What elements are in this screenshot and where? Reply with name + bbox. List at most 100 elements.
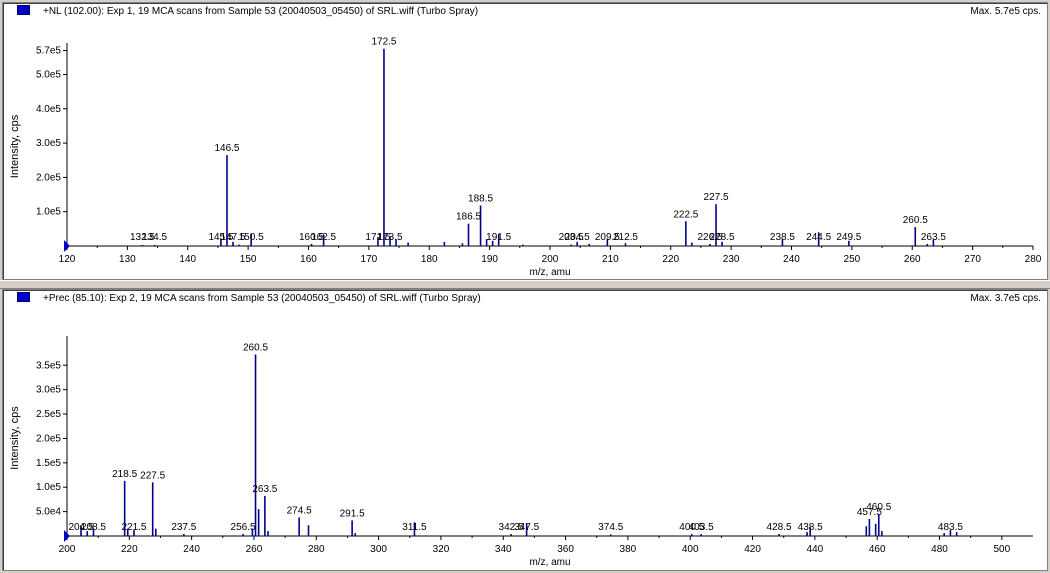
y-tick-label: 1.0e5 [36, 207, 61, 218]
peak-label: 238.5 [770, 232, 795, 243]
x-tick-label: 300 [370, 544, 387, 555]
x-tick-label: 280 [1025, 254, 1042, 265]
x-tick-label: 360 [557, 544, 574, 555]
peak-label: 132.5 [130, 232, 155, 243]
peak-label: 171.5 [365, 232, 390, 243]
max-intensity-label: Max. 3.7e5 cps. [970, 293, 1041, 304]
y-tick-label: 3.0e5 [36, 385, 61, 396]
max-intensity-label: Max. 5.7e5 cps. [970, 6, 1041, 17]
x-tick-label: 210 [602, 254, 619, 265]
x-tick-label: 180 [421, 254, 438, 265]
spectrum-panel-nl: +NL (102.00): Exp 1, 19 MCA scans from S… [2, 2, 1048, 280]
y-tick-label: 1.0e5 [36, 482, 61, 493]
peak-label: 134.5 [142, 232, 167, 243]
y-tick-label: 5.0e4 [36, 507, 61, 518]
y-tick-label: 5.0e5 [36, 69, 61, 80]
peak-label: 191.5 [486, 232, 511, 243]
peak-label: 228.5 [710, 232, 735, 243]
x-tick-label: 160 [300, 254, 317, 265]
x-tick-label: 190 [481, 254, 498, 265]
peak-label: 204.5 [565, 232, 590, 243]
pane-splitter[interactable] [0, 280, 1050, 289]
x-tick-label: 460 [869, 544, 886, 555]
x-tick-label: 270 [964, 254, 981, 265]
x-tick-label: 220 [662, 254, 679, 265]
x-tick-label: 260 [246, 544, 263, 555]
peak-label: 227.5 [140, 470, 165, 481]
x-tick-label: 200 [59, 544, 76, 555]
y-tick-label: 2.0e5 [36, 433, 61, 444]
x-tick-label: 250 [844, 254, 861, 265]
x-tick-label: 500 [993, 544, 1010, 555]
peak-label: 260.5 [903, 215, 928, 226]
peak-label: 226.5 [697, 232, 722, 243]
y-tick-label: 3.0e5 [36, 138, 61, 149]
peak-label: 227.5 [704, 192, 729, 203]
y-tick-label: 3.5e5 [36, 360, 61, 371]
y-tick-label: 2.5e5 [36, 409, 61, 420]
peak-label: 263.5 [252, 484, 277, 495]
peak-label: 212.5 [613, 232, 638, 243]
y-tick-label: 2.0e5 [36, 172, 61, 183]
spectrum-plot-prec[interactable]: 200 220 240 260 280 300 320 340 360 380 400 420 440 4… [3, 290, 1047, 570]
panel-header: +NL (102.00): Exp 1, 19 MCA scans from S… [3, 3, 1047, 21]
peak-label: 146.5 [214, 143, 239, 154]
x-tick-label: 440 [807, 544, 824, 555]
peak-label: 260.5 [243, 343, 268, 354]
peak-label: 249.5 [836, 232, 861, 243]
peak-label: 291.5 [340, 508, 365, 519]
y-tick-label: 4.0e5 [36, 104, 61, 115]
x-tick-label: 400 [682, 544, 699, 555]
peak-label: 145.5 [208, 232, 233, 243]
peak-label: 460.5 [866, 502, 891, 513]
peak-label: 342.5 [499, 522, 524, 533]
peak-label: 374.5 [598, 522, 623, 533]
x-tick-label: 230 [723, 254, 740, 265]
spectrum-panel-prec: +Prec (85.10): Exp 2, 19 MCA scans from … [2, 289, 1048, 571]
peak-label: 172.5 [371, 37, 396, 48]
peak-label: 438.5 [798, 522, 823, 533]
x-tick-label: 280 [308, 544, 325, 555]
x-axis-title: m/z, amu [529, 557, 570, 568]
peak-label: 162.5 [311, 232, 336, 243]
series-marker-icon[interactable] [17, 5, 30, 15]
peak-label: 347.5 [514, 522, 539, 533]
panel-header: +Prec (85.10): Exp 2, 19 MCA scans from … [3, 290, 1047, 308]
y-axis-title: Intensity, cps [9, 114, 21, 178]
panel-title: +NL (102.00): Exp 1, 19 MCA scans from S… [43, 6, 479, 17]
x-tick-label: 240 [783, 254, 800, 265]
peak-label: 222.5 [673, 209, 698, 220]
y-axis-title: Intensity, cps [9, 406, 21, 470]
spectrum-plot-nl[interactable]: 120 130 140 150 160 170 180 190 200 210 220 230 240 2… [3, 3, 1047, 279]
peak-label: 150.5 [239, 232, 264, 243]
x-tick-label: 240 [183, 544, 200, 555]
peak-label: 209.5 [595, 232, 620, 243]
peak-label: 186.5 [456, 212, 481, 223]
x-tick-label: 150 [240, 254, 257, 265]
peak-label: 237.5 [171, 522, 196, 533]
peak-label: 483.5 [938, 522, 963, 533]
peak-label: 457.5 [857, 507, 882, 518]
series-marker-icon[interactable] [17, 292, 30, 302]
peak-label: 204.5 [69, 522, 94, 533]
peak-label: 221.5 [121, 522, 146, 533]
x-tick-label: 260 [904, 254, 921, 265]
peak-label: 208.5 [81, 522, 106, 533]
x-tick-label: 120 [59, 254, 76, 265]
peak-label: 188.5 [468, 194, 493, 205]
x-tick-label: 420 [744, 544, 761, 555]
peak-label: 218.5 [112, 469, 137, 480]
x-tick-label: 380 [620, 544, 637, 555]
y-tick-label: 5.7e5 [36, 45, 61, 56]
peak-label: 400.5 [679, 522, 704, 533]
peak-label: 160.5 [299, 232, 324, 243]
x-tick-label: 480 [931, 544, 948, 555]
y-tick-label: 1.5e5 [36, 458, 61, 469]
x-tick-label: 220 [121, 544, 138, 555]
peak-label: 256.5 [231, 522, 256, 533]
peak-label: 428.5 [767, 522, 792, 533]
peak-label: 274.5 [287, 505, 312, 516]
x-tick-label: 200 [542, 254, 559, 265]
peak-label: 244.5 [806, 232, 831, 243]
peak-label: 203.5 [559, 232, 584, 243]
